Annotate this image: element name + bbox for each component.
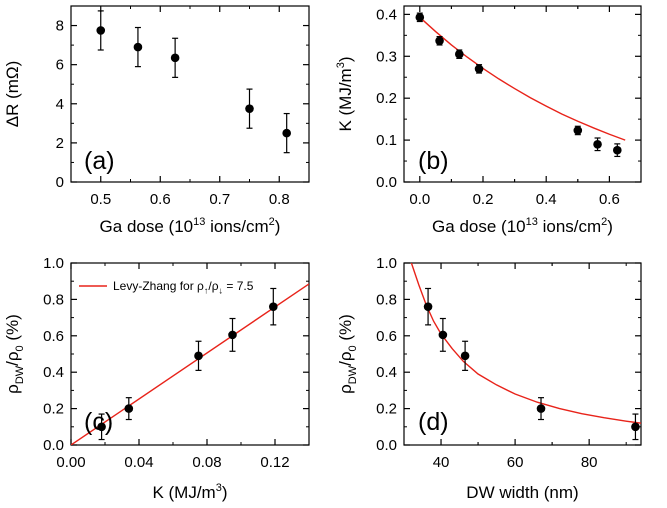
x-tick-label-d: 60 [507, 454, 524, 471]
y-tick-label-d: 1.0 [376, 255, 397, 272]
x-axis-label-c: K (MJ/m3) [152, 482, 227, 502]
panel-label-d: (d) [418, 408, 449, 436]
data-point-c [269, 302, 278, 311]
x-tick-label-b: 0.0 [409, 191, 430, 208]
data-point-a [245, 104, 254, 113]
y-tick-label-c: 0.2 [43, 401, 64, 418]
panel-label-a: (a) [84, 147, 115, 175]
y-tick-label-a: 8 [56, 18, 64, 35]
x-tick-label-a: 0.5 [90, 191, 111, 208]
data-point-b [474, 64, 484, 74]
fit-line-d [410, 263, 641, 424]
y-tick-label-c: 1.0 [43, 255, 64, 272]
data-point-c [97, 422, 106, 432]
y-tick-label-d: 0.0 [376, 437, 397, 454]
x-axis-label-b: Ga dose (1013 ions/cm2) [432, 216, 613, 236]
data-point-b [455, 49, 464, 59]
data-point-c [194, 351, 203, 361]
data-point-d [423, 302, 433, 311]
y-axis-label-a: ΔR (mΩ) [3, 61, 22, 128]
y-axis-label-d: ρDW/ρ0 (%) [336, 314, 359, 394]
x-tick-label-d: 80 [581, 454, 598, 471]
plot-frame-b [403, 5, 642, 183]
y-tick-label-b: 0.2 [376, 90, 397, 107]
x-tick-label-c: 0.04 [124, 454, 153, 471]
y-tick-label-d: 0.2 [376, 401, 397, 418]
y-tick-label-c: 0.8 [43, 291, 64, 308]
data-point-b [573, 126, 583, 135]
data-point-b [435, 36, 444, 46]
y-tick-label-b: 0.1 [376, 132, 397, 149]
x-tick-label-c: 0.12 [260, 454, 289, 471]
y-axis-label-b: K (MJ/m3) [335, 56, 355, 131]
data-point-a [170, 53, 180, 63]
data-point-a [282, 128, 291, 138]
y-tick-label-a: 0 [56, 174, 64, 191]
y-tick-label-d: 0.6 [376, 328, 397, 345]
y-tick-label-d: 0.4 [376, 364, 397, 381]
x-tick-label-b: 0.2 [473, 191, 494, 208]
data-point-a [96, 26, 106, 35]
data-point-d [536, 404, 546, 413]
y-tick-label-c: 0.4 [43, 364, 64, 381]
panel-c: 0.00 0.04 0.08 0.12 0.0 0.2 0.4 0.6 0.8 1.0 K (MJ/… [3, 255, 310, 502]
x-axis-label-d: DW width (nm) [466, 483, 578, 502]
panel-label-c: (c) [84, 408, 113, 436]
y-tick-label-d: 0.8 [376, 291, 397, 308]
x-axis-label-a: Ga dose (1013 ions/cm2) [100, 216, 281, 236]
x-tick-label-b: 0.6 [599, 191, 620, 208]
y-axis-label-c: ρDW/ρ0 (%) [3, 314, 26, 394]
panel-b: 0.0 0.2 0.4 0.6 0.0 0.1 0.2 0.3 0.4 Ga dose (1013… [335, 5, 642, 236]
x-tick-label-a: 0.8 [269, 191, 290, 208]
x-tick-label-a: 0.6 [150, 191, 171, 208]
data-point-d [631, 422, 640, 432]
fit-line-c [71, 283, 309, 445]
y-tick-label-c: 0.6 [43, 328, 64, 345]
legend-label-c: Levy-Zhang for ρ↑/ρ↓ = 7.5 [113, 279, 254, 296]
panel-label-b: (b) [418, 147, 449, 175]
y-tick-label-a: 4 [56, 96, 64, 113]
data-point-b [593, 139, 602, 149]
data-point-b [415, 13, 425, 22]
panel-d: 40 60 80 0.0 0.2 0.4 0.6 0.8 1.0 DW width (nm) ρDW… [336, 255, 642, 502]
data-point-d [460, 351, 470, 361]
data-point-c [124, 404, 134, 413]
x-tick-label-c: 0.00 [56, 454, 85, 471]
panel-a: 0.5 0.6 0.7 0.8 0 2 4 6 8 Ga dose (1013 ions/cm2)… [3, 5, 310, 236]
data-point-a [133, 42, 143, 52]
x-tick-label-b: 0.4 [536, 191, 557, 208]
y-tick-label-c: 0.0 [43, 437, 64, 454]
fit-line-b [419, 16, 626, 141]
data-point-b [613, 145, 622, 155]
y-tick-label-a: 2 [56, 135, 64, 152]
y-tick-label-a: 6 [56, 57, 64, 74]
y-tick-label-b: 0.3 [376, 48, 397, 65]
y-tick-label-b: 0.0 [376, 174, 397, 191]
data-point-c [228, 330, 237, 340]
x-tick-label-a: 0.7 [209, 191, 230, 208]
data-point-d [438, 330, 448, 340]
x-tick-label-d: 40 [433, 454, 450, 471]
x-tick-label-c: 0.08 [192, 454, 221, 471]
y-tick-label-b: 0.4 [376, 6, 397, 23]
